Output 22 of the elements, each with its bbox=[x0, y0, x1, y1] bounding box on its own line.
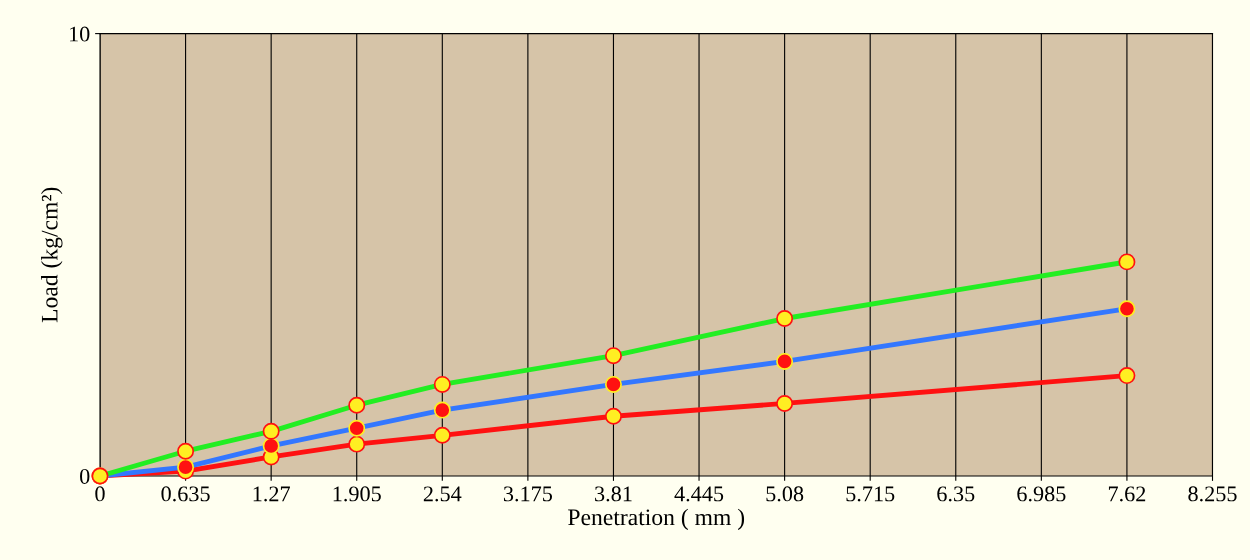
point bbox=[433, 426, 451, 444]
x-tick-label: 3.175 bbox=[503, 486, 553, 502]
x-tick-label: 2.54 bbox=[423, 486, 462, 502]
x-tick-label: 0 bbox=[95, 486, 105, 502]
x-tick-label: 4.445 bbox=[674, 486, 724, 502]
y-axis-title: Load (kg/cm²) bbox=[41, 187, 63, 323]
x-tick-label: 1.905 bbox=[333, 486, 381, 502]
point bbox=[776, 394, 794, 412]
x-tick-label: 0.635 bbox=[161, 486, 210, 502]
x-tick-label: 3.81 bbox=[595, 486, 632, 502]
point bbox=[1118, 367, 1136, 385]
y-tick-label: 10 bbox=[70, 26, 90, 42]
x-tick-label: 6.985 bbox=[1017, 486, 1066, 502]
x-tick-label: 1.27 bbox=[253, 486, 290, 502]
x-tick-label: 5.08 bbox=[766, 486, 804, 502]
x-tick-label: 8.255 bbox=[1188, 486, 1237, 502]
point bbox=[348, 435, 366, 453]
point bbox=[604, 407, 622, 425]
x-axis-title: Penetration ( mm ) bbox=[568, 508, 745, 531]
x-tick-label: 6.35 bbox=[937, 486, 975, 502]
x-tick-label: 7.62 bbox=[1108, 486, 1146, 502]
x-tick-label: 5.715 bbox=[846, 486, 895, 502]
